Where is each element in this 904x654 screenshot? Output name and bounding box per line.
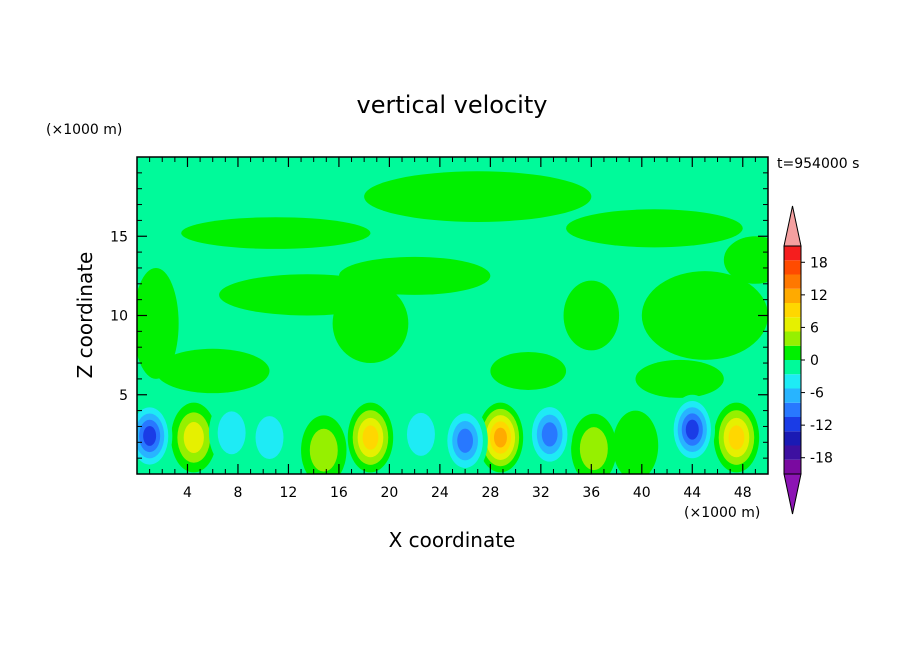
x-tick-label: 12 xyxy=(280,485,298,501)
colorbar-swatch xyxy=(784,317,801,332)
updraft-cell xyxy=(493,427,507,448)
updraft-cell xyxy=(309,428,338,472)
x-tick-label: 44 xyxy=(683,485,701,501)
updraft-cell xyxy=(362,425,379,450)
y-axis: 5 10 15 xyxy=(110,172,768,459)
x-tick-label: 24 xyxy=(431,485,449,501)
positive-velocity-patch xyxy=(181,217,371,249)
colorbar-swatch xyxy=(784,402,801,417)
positive-velocity-patch xyxy=(364,171,592,222)
colorbar-swatch xyxy=(784,303,801,318)
colorbar-swatch xyxy=(784,445,801,460)
x-tick-label: 4 xyxy=(183,485,192,501)
colorbar-over-arrow xyxy=(783,205,802,247)
positive-velocity-patch xyxy=(566,209,743,248)
colorbar-tick-label: -18 xyxy=(810,451,833,467)
updraft-cell xyxy=(612,410,659,474)
downdraft-cell xyxy=(255,416,284,460)
positive-velocity-patch xyxy=(338,256,491,295)
colorbar-swatch xyxy=(784,459,801,474)
colorbar-tick-label: 0 xyxy=(810,353,819,369)
downdraft-cell xyxy=(406,412,435,456)
downdraft-cell xyxy=(217,411,246,455)
updraft-cell xyxy=(183,422,204,454)
chart-title: vertical velocity xyxy=(357,91,548,119)
colorbar-tick-label: -12 xyxy=(810,418,833,434)
downdraft-cell xyxy=(685,419,699,440)
colorbar-tick-label: 18 xyxy=(810,255,828,271)
positive-velocity-patch xyxy=(137,267,179,379)
colorbar-swatch xyxy=(784,331,801,346)
colorbar-tick-label: -6 xyxy=(810,386,824,402)
x-tick-label: 36 xyxy=(582,485,600,501)
colorbar-tick-label: 12 xyxy=(810,288,828,304)
x-tick-label: 8 xyxy=(233,485,242,501)
positive-velocity-patch xyxy=(155,348,270,394)
colorbar-swatch xyxy=(784,274,801,289)
x-tick-label: 40 xyxy=(633,485,651,501)
x-tick-label: 48 xyxy=(734,485,752,501)
colorbar: 18 12 6 0 -6 -12 -18 xyxy=(783,205,833,515)
colorbar-under-arrow xyxy=(783,473,802,515)
colorbar-swatch xyxy=(784,345,801,360)
x-tick-label: 28 xyxy=(481,485,499,501)
x-tick-label: 32 xyxy=(532,485,550,501)
updraft-cell xyxy=(728,425,745,450)
colorbar-swatch xyxy=(784,388,801,403)
downdraft-cell xyxy=(457,428,474,453)
colorbar-swatch xyxy=(784,417,801,432)
y-tick-label: 15 xyxy=(110,229,128,245)
positive-velocity-patch xyxy=(563,280,620,351)
y-axis-label: Z coordinate xyxy=(73,252,97,379)
colorbar-swatch xyxy=(784,260,801,275)
y-unit-label: (×1000 m) xyxy=(46,122,122,138)
x-axis: 4 8 12 16 20 24 28 32 36 40 44 48 xyxy=(149,157,756,501)
x-tick-label: 16 xyxy=(330,485,348,501)
positive-velocity-patch xyxy=(490,351,567,390)
y-tick-label: 5 xyxy=(119,388,128,404)
colorbar-tick-label: 6 xyxy=(810,320,819,336)
colorbar-swatch xyxy=(784,360,801,375)
y-tick-label: 10 xyxy=(110,309,128,325)
downdraft-cell xyxy=(143,425,157,446)
colorbar-swatch xyxy=(784,374,801,389)
updraft-cell xyxy=(579,427,608,471)
downdraft-cell xyxy=(541,422,558,447)
x-axis-label: X coordinate xyxy=(389,528,516,552)
time-label: t=954000 s xyxy=(777,156,859,172)
contour-plot-area xyxy=(137,157,768,474)
positive-velocity-patch xyxy=(641,271,768,360)
x-tick-label: 20 xyxy=(380,485,398,501)
x-unit-label: (×1000 m) xyxy=(684,505,760,521)
colorbar-swatch xyxy=(784,431,801,446)
positive-velocity-patch xyxy=(723,236,768,284)
colorbar-swatch xyxy=(784,246,801,261)
colorbar-swatch xyxy=(784,288,801,303)
positive-velocity-patch xyxy=(635,359,724,398)
